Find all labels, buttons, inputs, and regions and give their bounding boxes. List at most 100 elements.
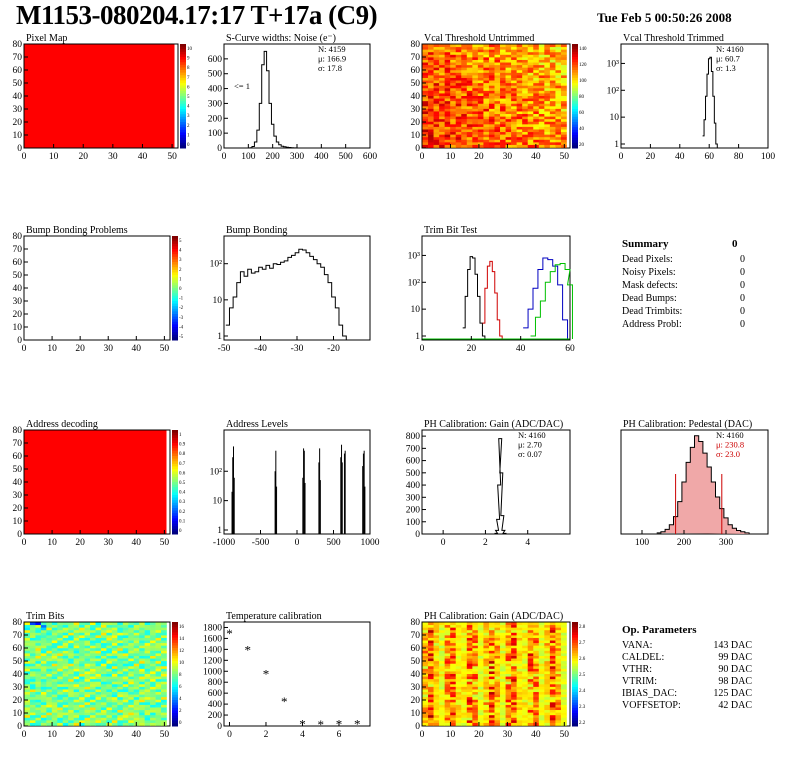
ph-gain-map-cell <box>422 663 429 667</box>
bump-problems-colorbar-label: -5 <box>179 335 184 340</box>
vcal-untrimmed-cell <box>422 62 429 66</box>
vcal-untrimmed-xtick-label: 40 <box>531 152 541 162</box>
ph-gain-map-cell <box>505 668 512 672</box>
vcal-untrimmed-cell <box>494 108 501 112</box>
trim-bits-cell <box>161 707 167 711</box>
trim-bits-cell <box>84 722 91 726</box>
vcal-untrimmed-cell <box>488 126 495 130</box>
ph-gain-map-cell <box>494 702 501 706</box>
ph-gain-map-colorbar-cell <box>572 632 578 636</box>
vcal-untrimmed-cell <box>433 72 440 76</box>
trim-bits-cell <box>144 668 151 672</box>
ph-gain-map-cell <box>422 622 429 626</box>
vcal-untrimmed-cell <box>544 111 551 115</box>
ph-gain-map-cell <box>511 702 517 706</box>
trim-bits-cell <box>29 666 36 670</box>
trim-bits-cell <box>90 645 96 649</box>
vcal-untrimmed-cell <box>472 88 479 92</box>
bump-problems-colorbar-cell <box>172 319 178 323</box>
trim-bits-cell <box>155 643 162 646</box>
vcal-untrimmed-cell <box>560 49 567 53</box>
vcal-untrimmed-cell <box>522 49 529 53</box>
ph-gain-map-cell <box>477 655 484 659</box>
ph-gain-map-cell <box>444 622 451 626</box>
trim-bits-cell <box>144 697 151 701</box>
trim-bits-cell <box>100 666 107 670</box>
ph-gain-map-cell <box>466 635 473 639</box>
trim-bits-cell <box>68 712 74 716</box>
vcal-untrimmed-cell <box>461 126 468 130</box>
trim-bits-colorbar-cell <box>172 622 178 626</box>
temperature-ytick-label: 400 <box>208 700 223 710</box>
ph-gain-map-cell <box>472 630 479 634</box>
trim-bits-cell <box>57 658 64 662</box>
vcal-untrimmed-cell <box>455 90 462 94</box>
temperature-ytick-label: 1600 <box>203 634 222 644</box>
trim-bits-cell <box>84 635 91 639</box>
vcal-untrimmed-cell <box>522 85 529 89</box>
vcal-untrimmed-cell <box>527 70 534 74</box>
trim-bits-cell <box>35 650 42 654</box>
ph-gain-map-cell <box>538 648 545 652</box>
vcal-untrimmed-cell <box>549 96 556 99</box>
ph-gain-map-cell <box>477 632 484 636</box>
trim-bits-xtick-label: 0 <box>22 730 27 740</box>
ph-gain-map-cell <box>522 684 529 688</box>
ph-gain-map-cell <box>455 674 462 677</box>
ph-gain-map-cell <box>466 625 473 628</box>
ph-gain-map-cell <box>560 653 567 657</box>
ph-gain-map-cell <box>522 653 529 657</box>
vcal-untrimmed-cell <box>422 85 429 89</box>
ph-gain-map-colorbar-label: 2.3 <box>579 705 586 710</box>
trim-bits-cell <box>29 699 36 703</box>
vcal-untrimmed-ytick-label: 0 <box>415 144 420 154</box>
ph-gain-map-cell <box>439 661 445 664</box>
trim-bits-cell <box>139 697 145 701</box>
vcal-untrimmed-cell <box>538 75 545 79</box>
trim-bits-cell <box>161 715 167 719</box>
vcal-untrimmed-cell <box>527 62 534 66</box>
trim-bits-cell <box>150 643 156 646</box>
ph-gain-map-cell <box>527 643 534 646</box>
vcal-untrimmed-cell <box>461 90 468 94</box>
trim-bits-cell <box>24 648 31 652</box>
vcal-untrimmed-cell <box>522 111 529 115</box>
trim-bits-cell <box>128 712 135 716</box>
trim-bits-colorbar-cell <box>172 702 178 706</box>
vcal-untrimmed-cell <box>466 54 473 58</box>
vcal-untrimmed-cell <box>477 108 484 112</box>
vcal-untrimmed-cell <box>439 103 445 107</box>
vcal-untrimmed-cell <box>433 132 440 135</box>
vcal-untrimmed-cell <box>428 119 434 123</box>
vcal-untrimmed-colorbar-cell <box>572 90 578 94</box>
vcal-untrimmed-cell <box>483 144 490 148</box>
trim-bits-cell <box>73 707 80 711</box>
vcal-untrimmed-cell <box>533 139 540 143</box>
vcal-untrimmed-cell <box>500 77 506 81</box>
ph-gain-map-cell <box>466 674 473 677</box>
trim-bits-cell <box>128 637 135 641</box>
vcal-untrimmed-cell <box>533 85 540 89</box>
ph-gain-map-cell <box>450 681 457 685</box>
ph-gain-map-cell <box>538 650 545 654</box>
vcal-untrimmed-cell <box>472 62 479 66</box>
vcal-untrimmed-cell <box>494 142 501 146</box>
ph-gain-map-cell <box>511 712 517 716</box>
vcal-untrimmed-cell <box>516 142 523 146</box>
vcal-untrimmed-cell <box>494 49 501 53</box>
trim-bits-cell <box>111 632 118 636</box>
trim-bits-colorbar-label: 12 <box>179 649 185 654</box>
trim-bits-cell <box>84 707 91 711</box>
trim-bits-cell <box>73 697 80 701</box>
trim-bits-cell <box>29 679 36 683</box>
vcal-untrimmed-cell <box>450 101 457 105</box>
ph-gain-map-cell <box>505 622 512 626</box>
vcal-untrimmed-cell <box>549 98 556 102</box>
bump-bonding-xtick-label: -30 <box>291 344 304 354</box>
ph-gain-map-cell <box>560 622 567 626</box>
vcal-untrimmed-colorbar-cell <box>572 103 578 107</box>
ph-gain-map-cell <box>533 684 540 688</box>
vcal-untrimmed-cell <box>428 103 434 107</box>
vcal-untrimmed-cell <box>428 77 434 81</box>
trim-bits-cell <box>150 697 156 701</box>
